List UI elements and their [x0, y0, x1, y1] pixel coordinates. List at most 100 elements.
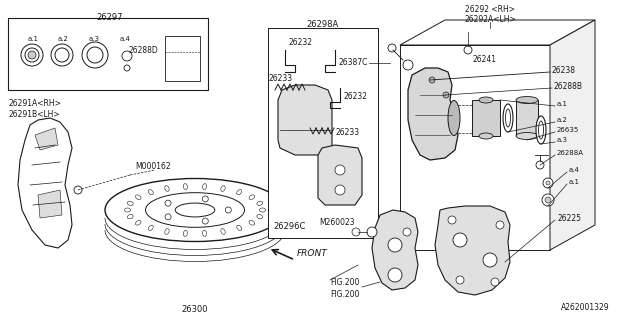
Circle shape: [82, 42, 108, 68]
Circle shape: [25, 48, 39, 62]
Ellipse shape: [145, 193, 244, 227]
Ellipse shape: [184, 184, 188, 189]
Text: 26225: 26225: [557, 213, 581, 222]
Text: 26288B: 26288B: [553, 82, 582, 91]
Ellipse shape: [516, 132, 538, 140]
Circle shape: [491, 278, 499, 286]
Ellipse shape: [257, 201, 262, 205]
Ellipse shape: [503, 104, 513, 132]
Ellipse shape: [136, 195, 141, 200]
Text: 26241: 26241: [472, 55, 496, 64]
Ellipse shape: [536, 116, 546, 144]
Circle shape: [87, 47, 103, 63]
Ellipse shape: [221, 228, 225, 234]
Ellipse shape: [479, 97, 493, 103]
Ellipse shape: [203, 230, 207, 236]
Ellipse shape: [516, 97, 538, 103]
Circle shape: [21, 44, 43, 66]
Circle shape: [55, 48, 69, 62]
Text: a.1: a.1: [28, 36, 39, 42]
Ellipse shape: [127, 201, 133, 205]
Polygon shape: [372, 210, 418, 290]
Ellipse shape: [164, 228, 169, 234]
Circle shape: [335, 185, 345, 195]
Text: a.1: a.1: [557, 101, 568, 107]
Circle shape: [28, 51, 36, 59]
Circle shape: [165, 214, 171, 220]
Circle shape: [225, 207, 231, 213]
Circle shape: [202, 196, 208, 202]
Polygon shape: [435, 206, 510, 295]
Bar: [516, 100, 538, 136]
Text: M260023: M260023: [319, 218, 355, 227]
Polygon shape: [550, 20, 595, 250]
Circle shape: [388, 268, 402, 282]
Polygon shape: [18, 118, 72, 248]
Ellipse shape: [257, 214, 262, 219]
Circle shape: [443, 92, 449, 98]
Text: 26288D: 26288D: [128, 46, 157, 55]
Ellipse shape: [479, 133, 493, 139]
Text: 26292 <RH>: 26292 <RH>: [465, 5, 515, 14]
Ellipse shape: [203, 184, 207, 189]
Text: FIG.200: FIG.200: [331, 290, 360, 299]
Circle shape: [546, 181, 550, 185]
Text: 26297: 26297: [97, 13, 124, 22]
Text: a.1: a.1: [569, 179, 580, 185]
Bar: [8, 18, 208, 90]
Circle shape: [448, 216, 456, 224]
Text: a.3: a.3: [89, 36, 100, 42]
Circle shape: [456, 276, 464, 284]
Polygon shape: [400, 20, 595, 45]
Ellipse shape: [164, 186, 169, 191]
Circle shape: [202, 218, 208, 224]
Polygon shape: [408, 68, 458, 160]
Circle shape: [51, 44, 73, 66]
Ellipse shape: [148, 225, 153, 230]
Ellipse shape: [538, 121, 543, 139]
Circle shape: [429, 77, 435, 83]
Ellipse shape: [249, 195, 255, 200]
Circle shape: [352, 228, 360, 236]
Ellipse shape: [237, 225, 242, 230]
Ellipse shape: [237, 189, 242, 195]
Circle shape: [367, 227, 377, 237]
Text: A262001329: A262001329: [561, 303, 610, 312]
Text: 26233: 26233: [268, 74, 292, 83]
Text: 26288A: 26288A: [557, 150, 584, 156]
Polygon shape: [38, 190, 62, 218]
Circle shape: [543, 178, 553, 188]
Circle shape: [403, 228, 411, 236]
Ellipse shape: [148, 189, 153, 195]
Text: a.3: a.3: [557, 137, 568, 143]
Polygon shape: [278, 85, 332, 155]
Text: 26296C: 26296C: [274, 222, 306, 231]
Text: a.2: a.2: [58, 36, 69, 42]
Bar: [268, 28, 378, 238]
Ellipse shape: [184, 230, 188, 236]
Text: a.4: a.4: [120, 36, 131, 42]
Text: 26298A: 26298A: [307, 20, 339, 29]
Bar: [472, 100, 500, 136]
Ellipse shape: [221, 186, 225, 191]
Text: 26233: 26233: [335, 128, 359, 137]
Text: FIG.200: FIG.200: [330, 278, 360, 287]
Polygon shape: [318, 145, 362, 205]
Ellipse shape: [249, 220, 255, 225]
Ellipse shape: [175, 203, 215, 217]
Bar: [400, 45, 550, 250]
Ellipse shape: [506, 109, 511, 127]
Circle shape: [453, 233, 467, 247]
Circle shape: [165, 200, 171, 206]
Text: a.4: a.4: [569, 167, 580, 173]
Ellipse shape: [448, 100, 460, 135]
Circle shape: [388, 238, 402, 252]
Text: 26232: 26232: [343, 92, 367, 101]
Text: 26238: 26238: [552, 66, 576, 75]
Text: 26291A<RH>: 26291A<RH>: [8, 99, 61, 108]
Text: 26300: 26300: [182, 305, 208, 314]
Circle shape: [124, 65, 130, 71]
Circle shape: [464, 46, 472, 54]
Circle shape: [335, 165, 345, 175]
Text: a.2: a.2: [557, 117, 568, 123]
